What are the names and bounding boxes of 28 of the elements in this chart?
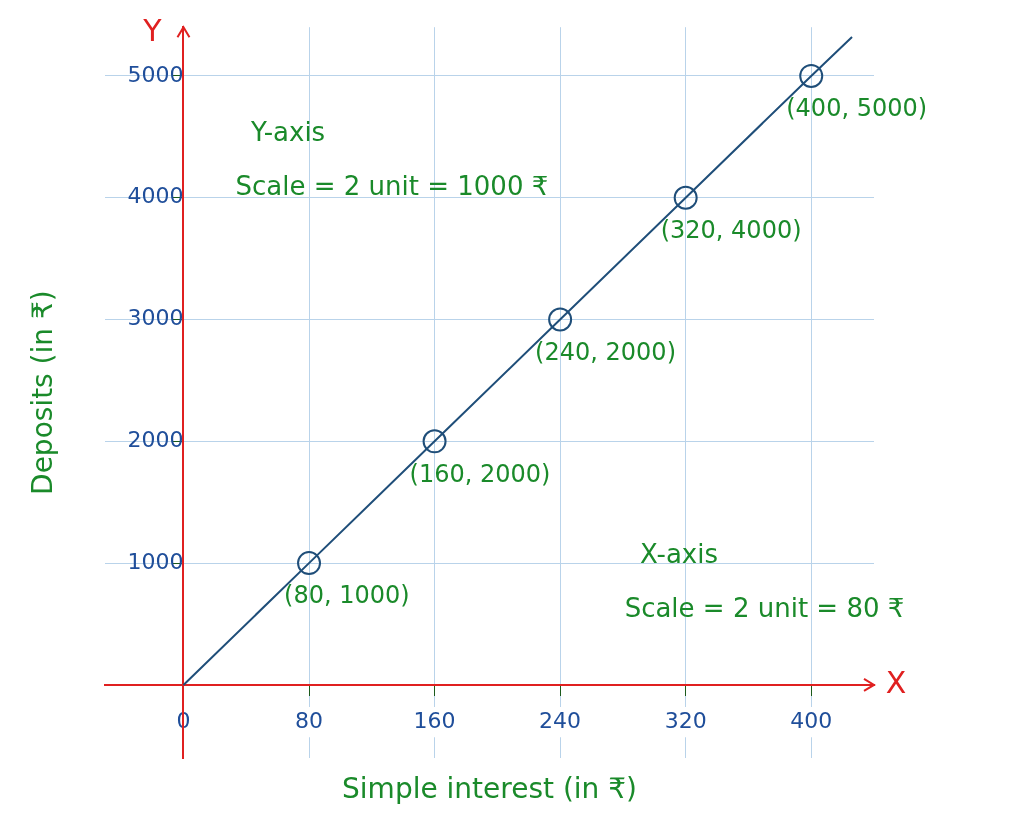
- annotation: X-axis: [640, 538, 718, 569]
- point: [297, 551, 322, 576]
- x-tick-label: 240: [539, 707, 582, 733]
- data-label: (240, 2000): [535, 337, 676, 366]
- annotation: Y-axis: [249, 116, 326, 147]
- annotation: Scale = 2 unit = 80 ₹: [624, 593, 905, 624]
- y-tick-label: 3000: [127, 305, 184, 331]
- data-label: (80, 1000): [284, 581, 410, 610]
- y-tick-label: 2000: [127, 427, 184, 453]
- x-tick-label: 160: [413, 707, 456, 733]
- point: [673, 185, 698, 210]
- point: [422, 429, 447, 454]
- point: [548, 307, 573, 332]
- annotation: Y: [142, 13, 163, 49]
- data-label: (320, 4000): [660, 215, 802, 244]
- data-label: (400, 5000): [786, 94, 928, 123]
- y-axis-title: Deposits (in ₹): [26, 290, 60, 495]
- y-tick-label: 5000: [127, 61, 184, 87]
- x-tick-label: 320: [664, 707, 707, 733]
- x-tick-label: 80: [295, 707, 324, 733]
- x-axis-title: Simple interest (in ₹): [342, 772, 637, 806]
- x-tick-label: 400: [790, 707, 833, 733]
- data-label: (160, 2000): [409, 459, 551, 488]
- y-tick-label: 4000: [127, 183, 184, 209]
- text: X: [885, 665, 907, 701]
- annotation: Scale = 2 unit = 1000 ₹: [235, 170, 549, 201]
- point: [799, 63, 824, 88]
- y-tick-label: 1000: [127, 548, 184, 574]
